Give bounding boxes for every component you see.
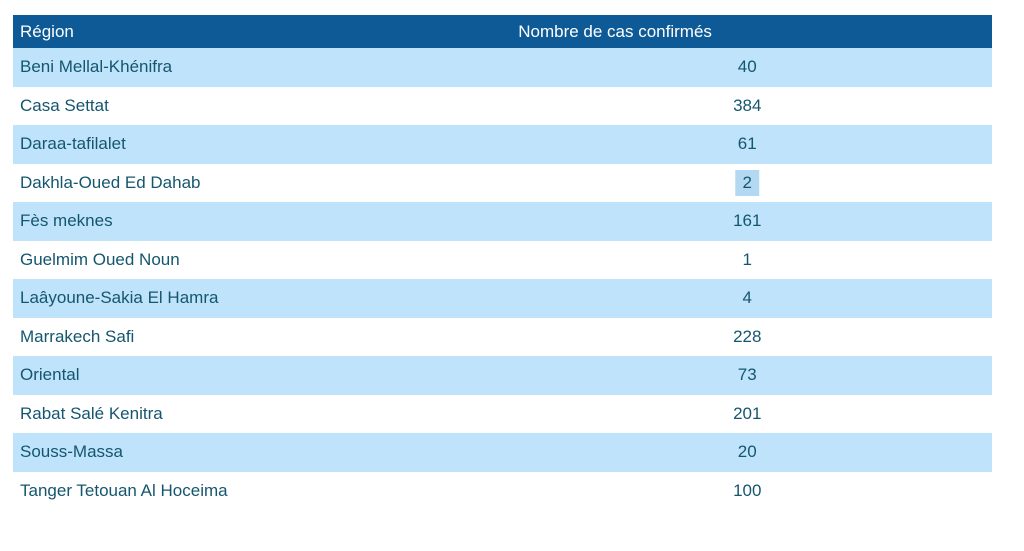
region-cell: Guelmim Oued Noun [20, 249, 180, 269]
region-cell: Laâyoune-Sakia El Hamra [20, 288, 219, 308]
cases-value: 161 [733, 211, 762, 231]
cases-value: 40 [737, 57, 757, 77]
column-header-region: Région [20, 21, 74, 41]
table-row: Marrakech Safi 228 [13, 317, 992, 356]
cases-value: 228 [733, 326, 762, 346]
cases-cell: 100 [733, 481, 761, 501]
region-cell: Casa Settat [20, 95, 109, 115]
cases-cell: 201 [733, 404, 761, 424]
cases-value: 384 [733, 95, 762, 115]
region-cell: Dakhla-Oued Ed Dahab [20, 172, 201, 192]
cases-value: 61 [737, 134, 757, 154]
cases-value: 20 [737, 442, 757, 462]
cases-cell: 228 [733, 327, 761, 347]
region-cell: Beni Mellal-Khénifra [20, 57, 173, 77]
table-row: Rabat Salé Kenitra 201 [13, 394, 992, 433]
cases-cell: 161 [733, 211, 761, 231]
cases-cell: 20 [738, 442, 757, 462]
cases-table: Région Nombre de cas confirmés Beni Mell… [13, 15, 992, 510]
table-row: Laâyoune-Sakia El Hamra 4 [13, 279, 992, 318]
cases-cell: 40 [738, 57, 757, 77]
region-cell: Rabat Salé Kenitra [20, 403, 163, 423]
cases-cell: 1 [743, 250, 752, 270]
table-row: Tanger Tetouan Al Hoceima 100 [13, 471, 992, 510]
cases-value: 100 [733, 480, 762, 500]
cases-value: 4 [742, 288, 752, 308]
region-cell: Daraa-tafilalet [20, 134, 126, 154]
region-cell: Fès meknes [20, 211, 113, 231]
table-row: Daraa-tafilalet 61 [13, 125, 992, 164]
region-cell: Souss-Massa [20, 442, 123, 462]
table-body: Beni Mellal-Khénifra 40 Casa Settat 384 … [13, 48, 992, 510]
region-cell: Oriental [20, 365, 80, 385]
cases-cell: 4 [743, 288, 752, 308]
table-row: Dakhla-Oued Ed Dahab 2 [13, 163, 992, 202]
table-row: Oriental 73 [13, 356, 992, 395]
cases-cell: 2 [735, 169, 759, 196]
cases-value: 2 [735, 169, 759, 196]
cases-value: 201 [733, 403, 762, 423]
region-cell: Marrakech Safi [20, 326, 135, 346]
table-row: Fès meknes 161 [13, 202, 992, 241]
cases-cell: 61 [738, 134, 757, 154]
table-row: Guelmim Oued Noun 1 [13, 240, 992, 279]
cases-cell: 73 [738, 365, 757, 385]
column-header-cases: Nombre de cas confirmés [518, 21, 712, 41]
table-row: Souss-Massa 20 [13, 433, 992, 472]
table-row: Casa Settat 384 [13, 86, 992, 125]
cases-value: 1 [742, 249, 752, 269]
table-header-row: Région Nombre de cas confirmés [13, 15, 992, 48]
table-row: Beni Mellal-Khénifra 40 [13, 48, 992, 87]
cases-cell: 384 [733, 96, 761, 116]
region-cell: Tanger Tetouan Al Hoceima [20, 480, 228, 500]
cases-value: 73 [737, 365, 757, 385]
